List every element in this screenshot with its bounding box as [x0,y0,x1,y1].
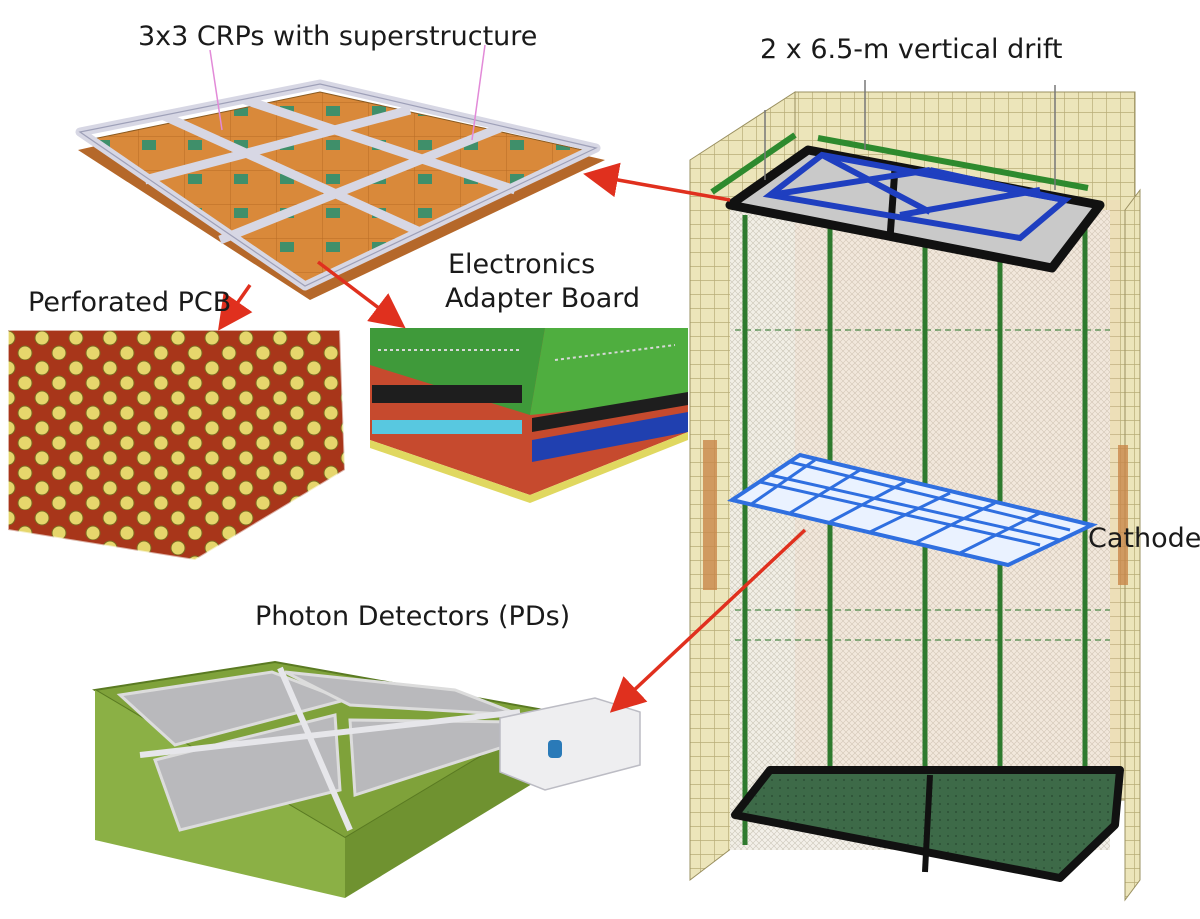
cathode-label: Cathode [1088,523,1200,554]
electronics-adapter-board [370,328,688,503]
photon-detectors [92,660,641,898]
top-superstructure-frame [762,151,1072,242]
board-layers [370,385,688,503]
electronics-label-line2: Adapter Board [445,283,641,314]
arrows [217,162,807,713]
crp-label: 3x3 CRPs with superstructure [138,21,538,52]
cathode-plane [727,452,1098,568]
arrow-crp [583,162,731,202]
cryostat-right-wall [1124,188,1141,902]
electronics-label-line1: Electronics [448,249,596,280]
pcb-label: Perforated PCB [28,287,232,318]
side-bar-left [703,440,717,590]
side-bar-right [1118,445,1128,585]
crp-superstructure [75,44,605,300]
arrow-pds [609,528,807,713]
pd-electronics-box [499,697,641,791]
drift-label: 2 x 6.5-m vertical drift [760,34,1063,65]
arrow-electronics [316,260,406,329]
arrow-pcb [217,283,253,331]
perforated-pcb [7,329,347,562]
top-rail [710,132,797,195]
cryostat [689,80,1141,902]
pds-label: Photon Detectors (PDs) [255,601,571,632]
